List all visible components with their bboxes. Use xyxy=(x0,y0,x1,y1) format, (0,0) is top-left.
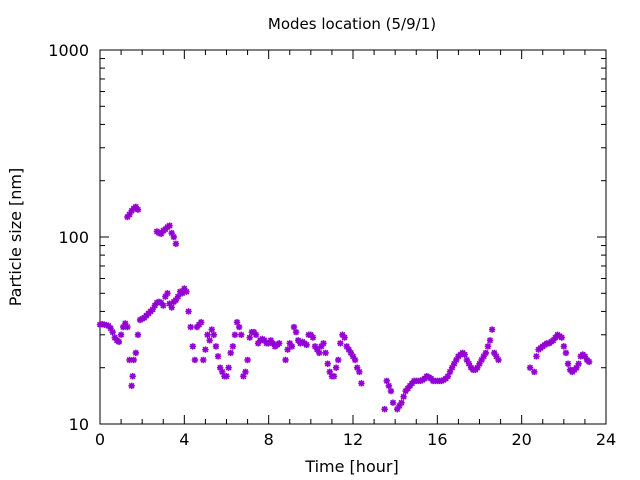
data-point xyxy=(187,323,194,331)
data-point xyxy=(461,351,468,358)
data-point xyxy=(337,340,344,347)
data-point xyxy=(400,393,407,400)
data-point xyxy=(288,343,296,350)
x-tick-label: 0 xyxy=(95,430,105,449)
x-tick-label: 16 xyxy=(427,430,447,449)
data-point xyxy=(157,230,165,238)
data-point xyxy=(383,377,390,385)
data-point xyxy=(191,356,199,364)
data-point xyxy=(488,326,496,333)
data-point xyxy=(185,308,192,315)
x-tick-label: 24 xyxy=(596,430,616,449)
x-tick-label: 12 xyxy=(343,430,363,449)
data-point xyxy=(244,356,251,364)
data-point xyxy=(316,349,323,357)
y-tick-label: 1000 xyxy=(48,41,89,60)
data-point xyxy=(223,373,230,380)
data-point xyxy=(335,356,342,364)
x-axis-title: Time [hour] xyxy=(304,457,398,476)
data-point xyxy=(130,356,137,364)
data-point xyxy=(495,356,502,364)
data-point xyxy=(309,334,317,341)
data-point xyxy=(170,233,177,241)
data-point xyxy=(341,334,348,341)
data-point xyxy=(292,328,300,336)
data-point xyxy=(129,373,136,380)
data-point xyxy=(484,343,492,350)
y-axis-title: Particle size [nm] xyxy=(6,168,25,307)
data-point xyxy=(358,380,365,387)
data-point xyxy=(160,302,167,309)
data-point xyxy=(206,337,213,344)
data-point xyxy=(227,349,234,357)
data-point xyxy=(132,349,140,357)
data-point xyxy=(282,356,289,364)
data-point xyxy=(387,387,395,395)
data-point xyxy=(560,343,568,350)
data-point xyxy=(322,349,329,357)
data-point xyxy=(575,360,582,367)
data-point xyxy=(198,319,205,326)
data-point xyxy=(208,326,215,333)
data-point xyxy=(202,346,209,353)
data-point xyxy=(172,240,180,247)
data-point xyxy=(117,331,125,338)
data-point xyxy=(290,323,298,331)
data-point xyxy=(242,368,249,376)
data-point xyxy=(204,331,211,338)
data-point xyxy=(486,337,494,344)
data-point xyxy=(109,328,116,336)
chart-title: Modes location (5/9/1) xyxy=(268,15,436,33)
data-point xyxy=(324,360,331,367)
data-point xyxy=(164,290,171,297)
axis-ticks: 0 4 8 12 16 20 24 10 100 1000 xyxy=(48,41,616,449)
data-point xyxy=(214,353,222,360)
data-point xyxy=(381,405,388,413)
data-point xyxy=(210,331,218,338)
data-point xyxy=(562,349,570,357)
data-point xyxy=(252,331,260,338)
data-point xyxy=(351,356,359,364)
data-point xyxy=(128,382,135,390)
data-point xyxy=(526,364,534,371)
data-point xyxy=(168,304,175,311)
data-point xyxy=(531,368,538,376)
data-point xyxy=(238,331,245,338)
data-point xyxy=(533,353,540,360)
data-point xyxy=(385,382,393,390)
data-point xyxy=(585,358,593,366)
y-tick-label: 100 xyxy=(58,228,89,247)
x-tick-label: 4 xyxy=(179,430,189,449)
data-point xyxy=(246,334,253,341)
data-point xyxy=(200,356,207,364)
data-point xyxy=(225,364,232,371)
data-point xyxy=(134,331,142,338)
data-point xyxy=(212,343,220,350)
x-tick-label: 8 xyxy=(264,430,274,449)
data-point xyxy=(398,399,405,406)
data-point xyxy=(332,364,340,371)
data-point xyxy=(320,340,327,347)
data-point xyxy=(183,288,190,295)
data-point xyxy=(115,338,123,346)
data-point xyxy=(166,222,173,229)
data-point xyxy=(482,349,490,357)
data-point xyxy=(356,368,363,376)
data-point xyxy=(189,343,196,350)
data-points xyxy=(96,203,593,413)
data-point xyxy=(235,323,243,331)
data-point xyxy=(558,334,565,341)
data-point xyxy=(134,206,142,213)
data-point xyxy=(229,343,237,350)
data-point xyxy=(330,373,338,380)
x-tick-label: 20 xyxy=(511,430,531,449)
data-point xyxy=(276,340,283,347)
y-tick-label: 10 xyxy=(69,415,89,434)
data-point xyxy=(389,399,397,406)
data-point xyxy=(124,323,131,331)
data-point xyxy=(303,341,310,349)
data-point xyxy=(231,331,239,338)
data-point xyxy=(564,360,572,367)
